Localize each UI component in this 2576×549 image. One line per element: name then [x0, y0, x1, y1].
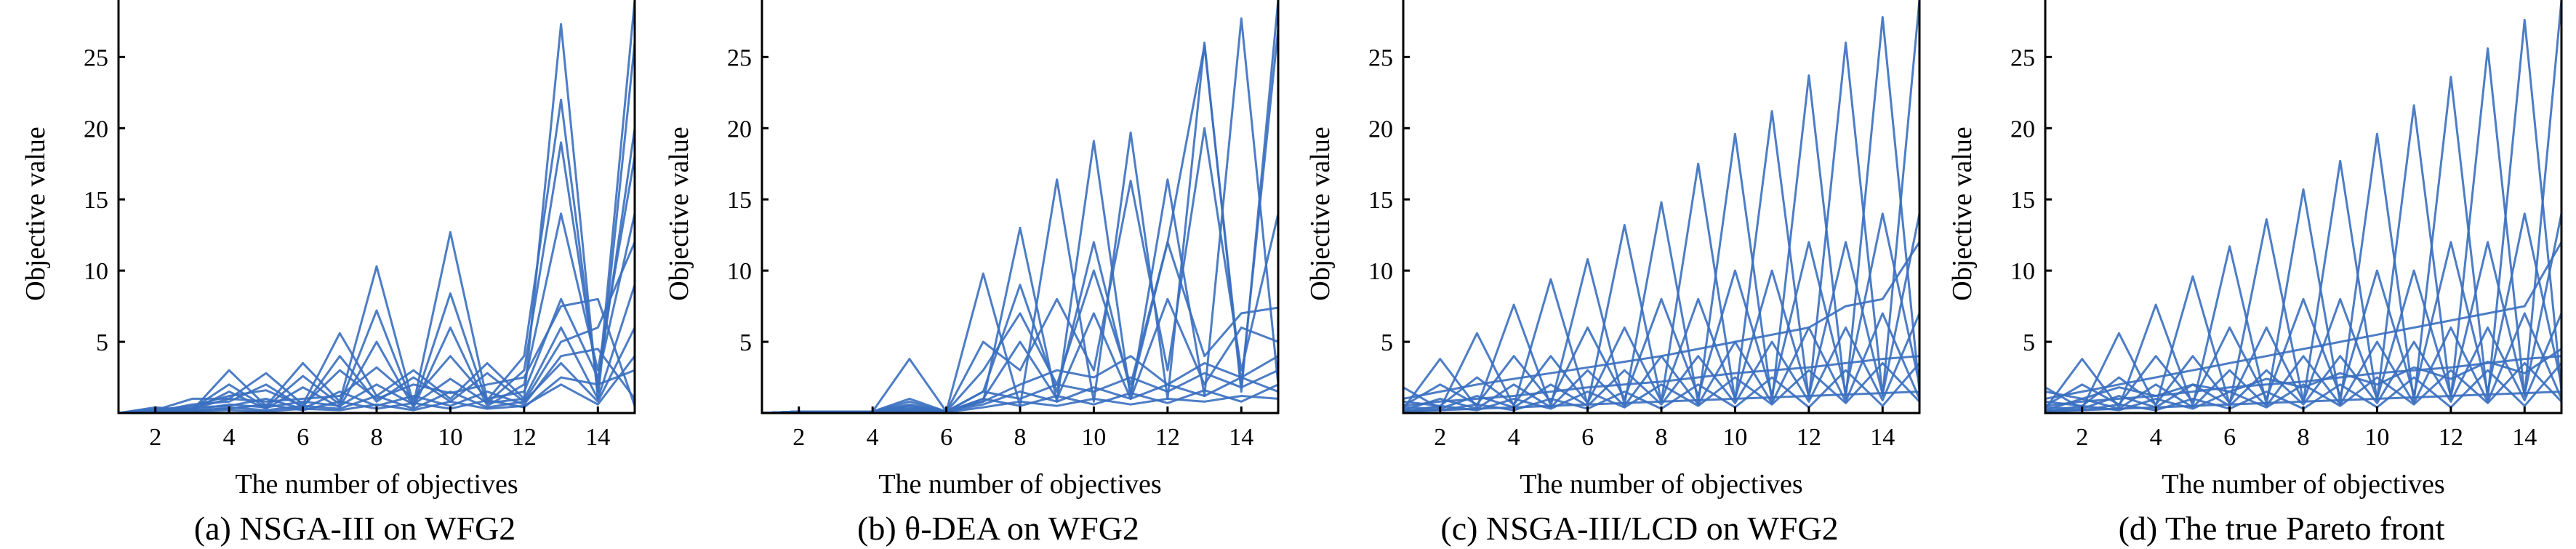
panel-a-ytick-label: 10 — [84, 258, 108, 285]
panel-d-xlabel: The number of objectives — [2162, 469, 2444, 500]
panel-b-xlabel: The number of objectives — [878, 469, 1161, 500]
panel-d-xtick-label: 6 — [2223, 424, 2236, 451]
panel-a-series-line — [119, 241, 635, 413]
panel-c-xtick-label: 4 — [1508, 424, 1520, 451]
panel-c-xlabel: The number of objectives — [1520, 469, 1802, 500]
panel-b-series-line — [762, 241, 1278, 413]
panel-d-series-line — [2045, 313, 2561, 410]
panel-a-lines — [119, 0, 635, 413]
panel-d-series-line — [2045, 0, 2561, 410]
panel-c-xtick-label: 8 — [1656, 424, 1668, 451]
panel-d-series-line — [2045, 390, 2561, 413]
panel-b-xtick-label: 4 — [867, 424, 879, 451]
panel-d-xtick-label: 14 — [2512, 424, 2537, 451]
panel-d-xtick-label: 12 — [2439, 424, 2463, 451]
panel-c-ytick-label: 25 — [1368, 44, 1393, 71]
panel-d-series-line — [2045, 241, 2561, 400]
panel-a-xtick-label: 2 — [149, 424, 161, 451]
panel-c-lines — [1403, 0, 1919, 413]
panel-a-xtick-label: 10 — [438, 424, 462, 451]
panel-b-xtick-label: 2 — [793, 424, 805, 451]
panel-c-xtick-label: 2 — [1434, 424, 1446, 451]
panel-d-xtick-label: 4 — [2150, 424, 2162, 451]
panel-d-ytick-label: 10 — [2010, 258, 2035, 285]
panel-d-ylabel: Objective value — [1947, 127, 1978, 301]
panel-d-lines — [2045, 0, 2561, 413]
panel-a-xtick-label: 14 — [585, 424, 610, 451]
panel-b-ylabel: Objective value — [664, 127, 694, 301]
panel-a-series-line — [119, 284, 635, 413]
panel-b: (b) θ-DEA on WFG2 The number of objectiv… — [664, 0, 1280, 547]
panel-d-ytick-label: 20 — [2010, 116, 2035, 143]
panel-c-xtick-label: 12 — [1797, 424, 1821, 451]
panel-b-ytick-label: 5 — [739, 329, 752, 356]
panel-c-xtick-label: 10 — [1722, 424, 1747, 451]
panel-c-series-line — [1403, 355, 1919, 407]
panel-b-xtick-label: 10 — [1081, 424, 1106, 451]
panel-a-xtick-label: 8 — [371, 424, 383, 451]
panel-a-series-line — [119, 348, 635, 413]
panel-c-xtick-label: 6 — [1581, 424, 1594, 451]
panel-c-series-line — [1403, 212, 1919, 407]
panel-a-xtick-label: 4 — [223, 424, 236, 451]
panel-b-ytick-label: 15 — [727, 187, 752, 214]
panel-d-series-line — [2045, 348, 2561, 400]
panel-a-xlabel: The number of objectives — [235, 469, 518, 500]
panel-a-series-line — [119, 0, 635, 413]
panel-a-xtick-label: 12 — [512, 424, 537, 451]
panel-a-ylabel: Objective value — [20, 127, 51, 301]
panel-a-series-line — [119, 23, 635, 413]
panel-d-series-line — [2045, 355, 2561, 407]
panel-b-ytick-label: 10 — [727, 258, 752, 285]
panel-b-xtick-label: 6 — [940, 424, 952, 451]
panel-d-ytick-label: 15 — [2010, 187, 2035, 214]
panel-c-ytick-label: 10 — [1368, 258, 1393, 285]
panel-a-ytick-label: 5 — [96, 329, 108, 356]
panel-c: (c) NSGA-III/LCD on WFG2 The number of o… — [1305, 0, 1921, 547]
panel-d-series-line — [2045, 212, 2561, 407]
panel-b-caption: (b) θ-DEA on WFG2 — [857, 510, 1139, 547]
panel-c-ytick-label: 20 — [1368, 116, 1393, 143]
panel-c-ytick-label: 15 — [1368, 187, 1393, 214]
panel-c-ytick-label: 5 — [1381, 329, 1393, 356]
panel-a: (a) NSGA-III on WFG2 The number of objec… — [20, 0, 636, 547]
panel-a-ytick-label: 20 — [84, 116, 108, 143]
panel-d-xtick-label: 10 — [2364, 424, 2389, 451]
panel-c-caption: (c) NSGA-III/LCD on WFG2 — [1440, 510, 1838, 547]
panel-d-xtick-label: 2 — [2076, 424, 2088, 451]
panel-d-ytick-label: 5 — [2023, 329, 2035, 356]
panel-d-axes-frame — [2044, 0, 2563, 414]
panel-a-series-line — [119, 213, 635, 413]
panel-b-ytick-label: 25 — [727, 44, 752, 71]
panel-b-series-line — [762, 297, 1278, 413]
panel-c-series-line — [1403, 390, 1919, 413]
panel-a-series-line — [119, 355, 635, 413]
panel-a-ytick-label: 15 — [84, 187, 108, 214]
panel-c-ylabel: Objective value — [1305, 127, 1336, 301]
panel-a-xtick-label: 6 — [297, 424, 309, 451]
panel-b-lines — [762, 0, 1278, 413]
panel-a-ytick-label: 25 — [84, 44, 108, 71]
panel-d: (d) The true Pareto front The number of … — [1947, 0, 2563, 547]
panel-c-xtick-label: 14 — [1870, 424, 1895, 451]
panel-c-series-line — [1403, 313, 1919, 410]
panel-b-ytick-label: 20 — [727, 116, 752, 143]
panel-a-series-line — [119, 128, 635, 413]
panel-a-caption: (a) NSGA-III on WFG2 — [194, 510, 515, 547]
panel-b-xtick-label: 8 — [1014, 424, 1027, 451]
panel-d-xtick-label: 8 — [2298, 424, 2310, 451]
panel-b-xtick-label: 14 — [1229, 424, 1253, 451]
panel-b-xtick-label: 12 — [1155, 424, 1180, 451]
panel-d-ytick-label: 25 — [2010, 44, 2035, 71]
panel-a-series-line — [119, 156, 635, 413]
panel-d-caption: (d) The true Pareto front — [2119, 510, 2445, 547]
